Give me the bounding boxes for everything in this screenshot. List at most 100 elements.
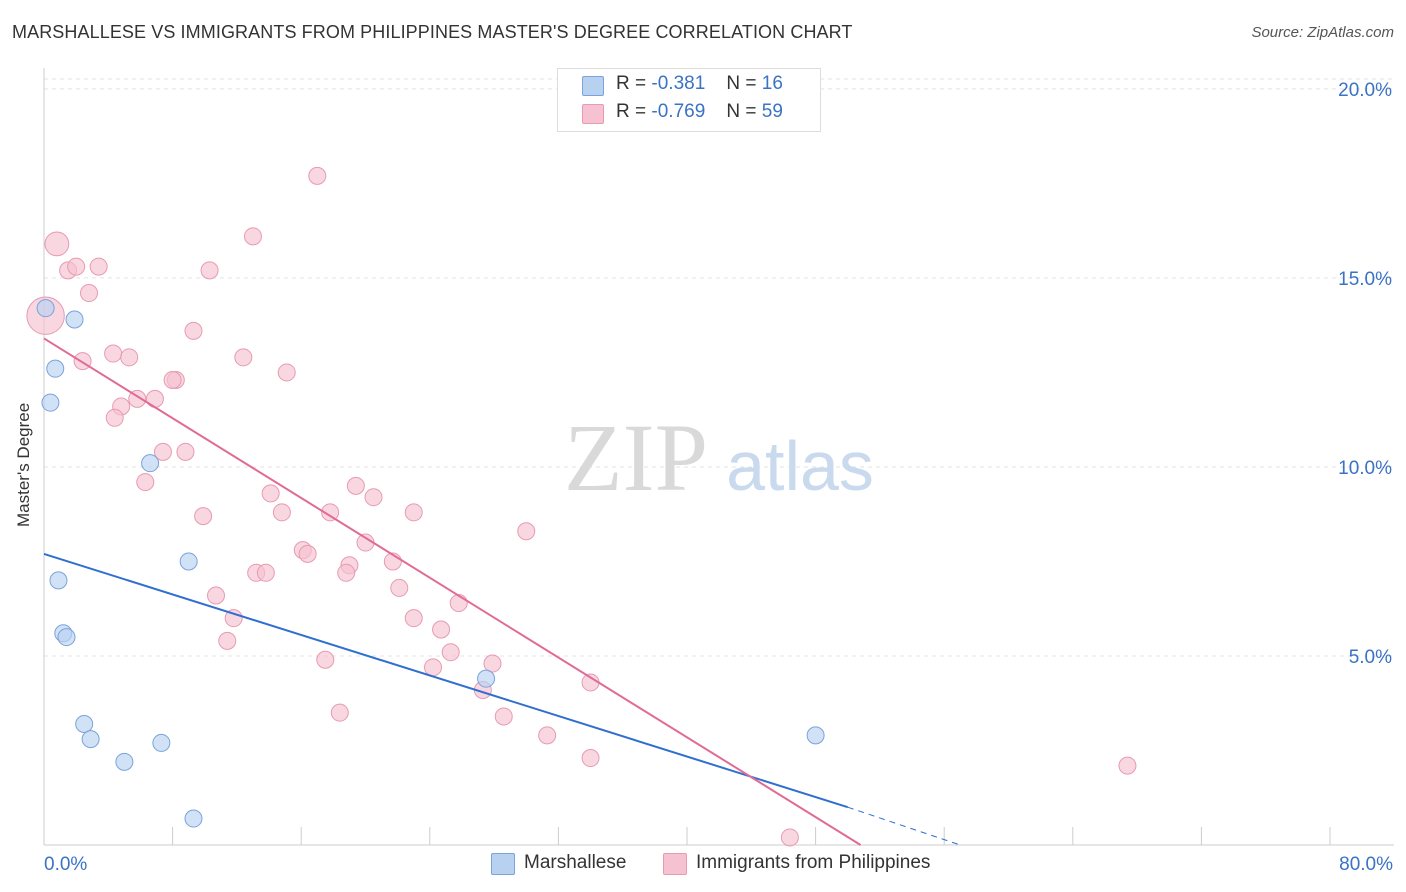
philippines-point (538, 726, 557, 745)
philippines-point (346, 476, 365, 495)
marshallese-point (65, 310, 84, 329)
marshallese-point (81, 730, 100, 749)
stats-text: R = -0.381 N = 16 (616, 73, 783, 95)
philippines-point (120, 348, 139, 367)
n-value: 16 (761, 73, 783, 94)
marshallese-point (41, 393, 60, 412)
gridlines (44, 78, 1394, 657)
philippines-point (424, 658, 443, 677)
philippines-point (105, 408, 124, 427)
r-value: -0.769 (651, 101, 706, 122)
philippines-point (449, 594, 468, 613)
y-tick-label: 10.0% (1338, 458, 1392, 479)
source-credit: Source: ZipAtlas.com (1251, 24, 1394, 41)
legend-swatch-pink (663, 853, 687, 875)
marshallese-point (57, 628, 76, 647)
chart-title: MARSHALLESE VS IMMIGRANTS FROM PHILIPPIN… (12, 22, 853, 42)
marshallese-point (184, 809, 203, 828)
philippines-point (581, 749, 600, 768)
philippines-point (316, 650, 335, 669)
philippines-point (153, 442, 172, 461)
philippines-point (390, 578, 409, 597)
axes (43, 68, 1394, 846)
philippines-point (176, 442, 195, 461)
philippines-point (483, 654, 502, 673)
marshallese-point (806, 726, 825, 745)
marshallese-point (141, 454, 160, 473)
watermark: ZIP atlas (564, 404, 874, 511)
philippines-point (441, 643, 460, 662)
marshallese-trend-extension (847, 806, 961, 846)
philippines-point (404, 503, 423, 522)
philippines-point (272, 503, 291, 522)
philippines-point (1118, 756, 1137, 775)
philippines-point (194, 507, 213, 526)
philippines-point (517, 522, 536, 541)
philippines-point (337, 563, 356, 582)
r-label: R = (616, 73, 647, 94)
philippines-point (145, 389, 164, 408)
marshallese-point (36, 299, 55, 318)
philippines-point (404, 609, 423, 628)
philippines-point (321, 503, 340, 522)
marshallese-point (179, 552, 198, 571)
x-tick-label: 80.0% (1339, 854, 1393, 875)
stats-text: R = -0.769 N = 59 (616, 101, 783, 123)
philippines-point (308, 166, 327, 185)
marshallese-trend-line (43, 552, 849, 809)
y-tick-label: 20.0% (1338, 80, 1392, 101)
stats-legend: R = -0.381 N = 16 R = -0.769 N = 59 (557, 68, 821, 132)
n-label: N = (726, 73, 757, 94)
philippines-point (298, 544, 317, 563)
legend-label: Immigrants from Philippines (696, 852, 931, 873)
x-tick-labels: 0.0% 80.0% (44, 854, 1393, 875)
philippines-point (234, 348, 253, 367)
philippines-point (136, 473, 155, 492)
philippines-point (163, 371, 182, 389)
legend-swatch-blue (491, 853, 515, 875)
philippines-point (89, 257, 108, 276)
philippines-point (243, 227, 262, 246)
philippines-point (67, 257, 86, 276)
r-value: -0.381 (651, 73, 706, 94)
philippines-point (224, 609, 243, 628)
marshallese-point (477, 669, 496, 688)
philippines-point (277, 363, 296, 382)
n-value: 59 (761, 101, 783, 122)
y-tick-label: 15.0% (1338, 269, 1392, 290)
watermark-atlas: atlas (726, 427, 874, 505)
philippines-trend-line (43, 337, 862, 846)
philippines-point (780, 828, 799, 847)
philippines-point (200, 261, 219, 280)
marshallese-point (152, 733, 171, 752)
philippines-point (364, 488, 383, 507)
philippines-point (494, 707, 513, 726)
watermark-zip: ZIP (564, 404, 708, 511)
marshallese-point (115, 752, 134, 771)
y-tick-label: 5.0% (1349, 647, 1392, 668)
philippines-point (184, 321, 203, 340)
philippines-point (207, 586, 226, 605)
marshallese-point (46, 359, 65, 378)
series-marshallese-points (36, 299, 825, 828)
legend-swatch-pink (582, 104, 604, 124)
marshallese-point (75, 715, 94, 734)
philippines-point (256, 563, 275, 582)
legend-swatch-blue (582, 76, 604, 96)
y-tick-labels: 5.0% 10.0% 15.0% 20.0% (1338, 80, 1392, 668)
trend-lines (43, 337, 961, 846)
philippines-point (261, 484, 280, 503)
philippines-point (44, 231, 70, 257)
x-tick-label: 0.0% (44, 854, 87, 875)
philippines-point (432, 620, 451, 639)
philippines-point (104, 344, 123, 363)
marshallese-point (49, 571, 68, 590)
series-legend: Marshallese Immigrants from Philippines (0, 851, 1406, 877)
philippines-point (218, 631, 237, 650)
y-axis-label: Master's Degree (14, 402, 33, 527)
philippines-point (330, 703, 349, 722)
r-label: R = (616, 101, 647, 122)
legend-label: Marshallese (524, 852, 627, 873)
n-label: N = (726, 101, 757, 122)
